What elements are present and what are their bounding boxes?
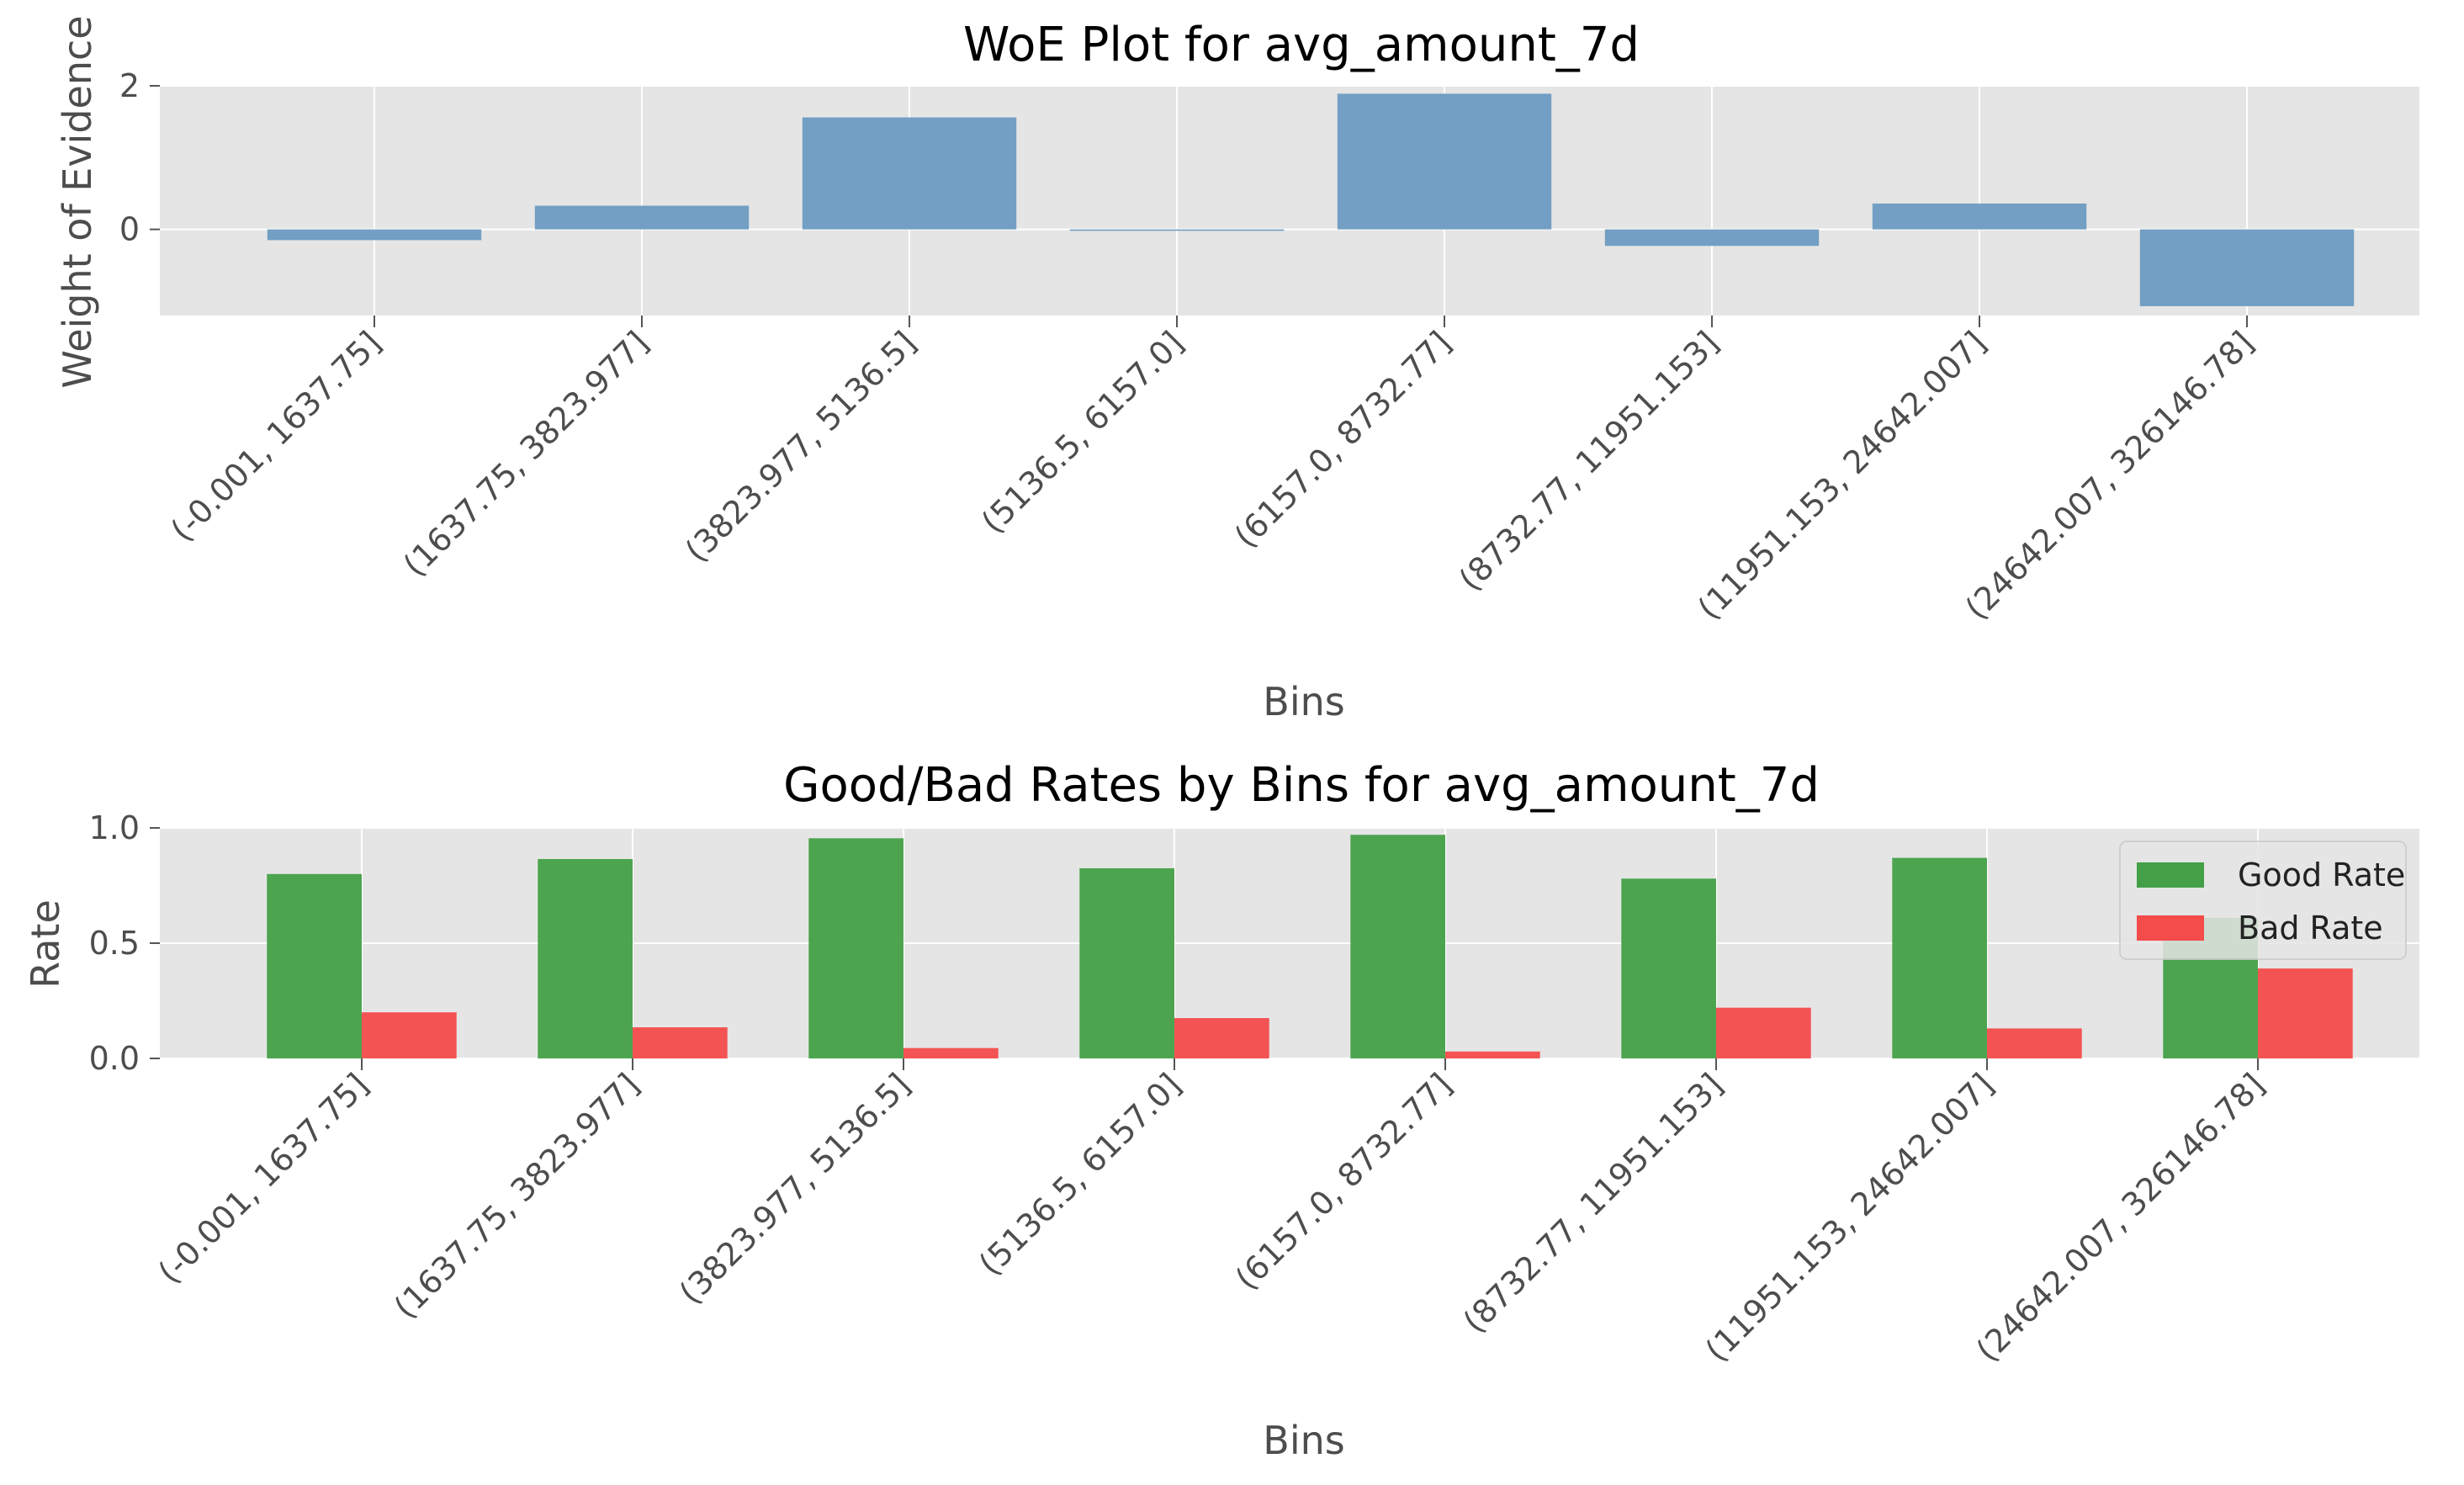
x-tick-label: (1637.75, 3823.977] (387, 1066, 646, 1325)
woe-plot-area (160, 86, 2419, 316)
y-tick-label: 2 (119, 67, 140, 104)
rates-y-axis-label: Rate (23, 899, 68, 988)
x-tick-label: (3823.977, 5136.5] (672, 1066, 917, 1311)
woe-bar (1069, 229, 1285, 231)
x-tick-label: (5136.5, 6157.0] (974, 324, 1190, 540)
woe-x-ticks: (-0.001, 1637.75] (1637.75, 3823.977] (382… (163, 316, 2260, 627)
rates-x-axis-label: Bins (1263, 1418, 1344, 1463)
x-tick-label: (24642.007, 326146.78] (1969, 1066, 2272, 1369)
bad-rate-bar (1987, 1028, 2082, 1058)
x-tick-label: (5136.5, 6157.0] (972, 1066, 1188, 1282)
woe-bar (267, 229, 482, 241)
bad-rate-bar (633, 1027, 728, 1058)
woe-chart-title: WoE Plot for avg_amount_7d (963, 18, 1640, 72)
bad-rate-bar (1174, 1018, 1269, 1058)
x-tick-label: (8732.77, 11951.153] (1456, 1066, 1730, 1340)
good-rate-bar (267, 873, 362, 1058)
bad-rate-bar (362, 1012, 457, 1058)
woe-bars (267, 93, 2355, 306)
rates-y-ticks: 0.0 0.5 1.0 (89, 809, 160, 1077)
woe-bar (2139, 229, 2355, 306)
woe-chart: WoE Plot for avg_amount_7d 02 (-0.001, 1… (55, 15, 2419, 724)
rates-chart: Good/Bad Rates by Bins for avg_amount_7d… (23, 758, 2419, 1463)
bad-rate-bar (2258, 968, 2353, 1058)
legend-label-bad: Bad Rate (2238, 910, 2383, 947)
good-rate-bar (538, 858, 633, 1058)
woe-y-axis-label: Weight of Evidence (55, 15, 100, 388)
bad-rate-bar (1445, 1051, 1540, 1058)
woe-y-ticks: 02 (119, 67, 160, 248)
woe-bar (1337, 93, 1552, 230)
x-tick-label: (8732.77, 11951.153] (1452, 324, 1726, 598)
y-tick-label: 1.0 (89, 809, 140, 846)
x-tick-label: (1637.75, 3823.977] (396, 324, 655, 583)
woe-bar (534, 205, 750, 230)
bad-rate-bar (1716, 1007, 1811, 1058)
rates-chart-title: Good/Bad Rates by Bins for avg_amount_7d (783, 758, 1820, 813)
x-tick-label: (3823.977, 5136.5] (678, 324, 923, 569)
x-tick-label: (6157.0, 8732.77] (1228, 1066, 1459, 1297)
woe-bar (802, 117, 1017, 230)
rates-bars (267, 835, 2353, 1058)
rates-x-ticks: (-0.001, 1637.75] (1637.75, 3823.977] (382… (151, 1058, 2271, 1369)
good-rate-bar (1079, 867, 1174, 1058)
legend-swatch-bad (2137, 915, 2204, 941)
woe-bar (1872, 203, 2087, 230)
woe-bar (1604, 229, 1820, 247)
rates-legend: Good Rate Bad Rate (2119, 841, 2407, 960)
x-tick-label: (11951.153, 24642.007] (1698, 1066, 2001, 1369)
y-tick-label: 0.5 (89, 925, 140, 962)
x-tick-label: (11951.153, 24642.007] (1691, 324, 1994, 627)
legend-label-good: Good Rate (2238, 857, 2405, 894)
good-rate-bar (808, 838, 903, 1058)
woe-x-axis-label: Bins (1263, 679, 1344, 724)
y-tick-label: 0 (119, 211, 140, 248)
legend-swatch-good (2137, 862, 2204, 888)
good-rate-bar (1621, 878, 1716, 1058)
x-tick-label: (24642.007, 326146.78] (1958, 324, 2261, 627)
x-tick-label: (-0.001, 1637.75] (151, 1066, 375, 1291)
good-rate-bar (1350, 835, 1445, 1058)
y-tick-label: 0.0 (89, 1040, 140, 1077)
bad-rate-bar (903, 1047, 999, 1058)
x-tick-label: (6157.0, 8732.77] (1227, 324, 1458, 554)
x-tick-label: (-0.001, 1637.75] (163, 324, 388, 549)
good-rate-bar (1892, 857, 1987, 1058)
